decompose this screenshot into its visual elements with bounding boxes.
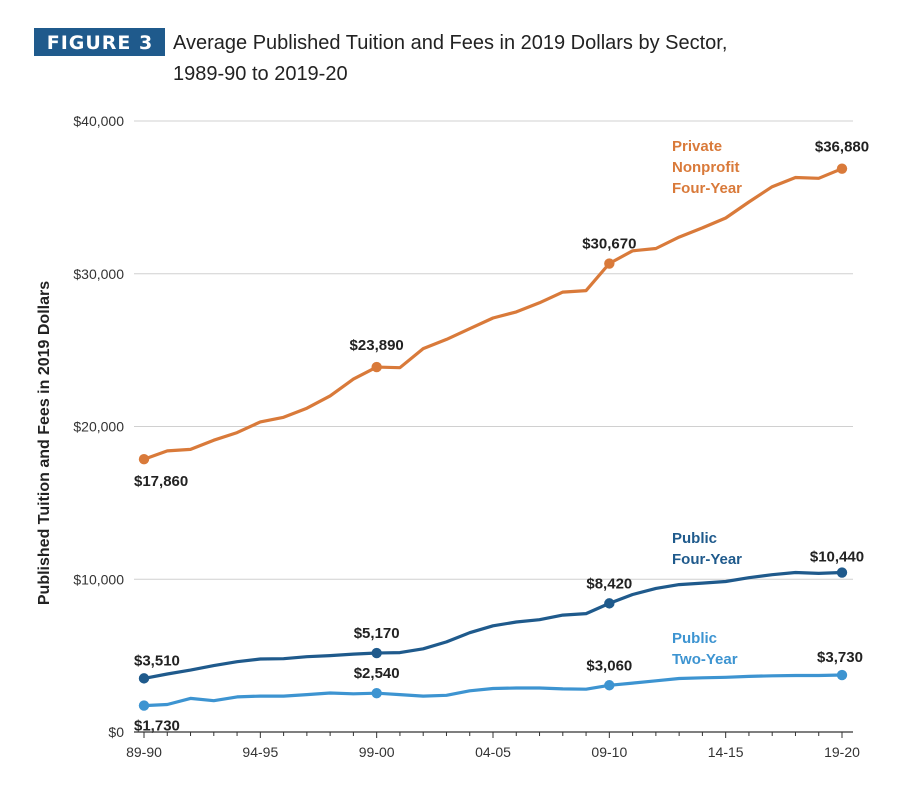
y-axis-title: Published Tuition and Fees in 2019 Dolla… — [36, 281, 53, 605]
x-tick-label: 94-95 — [242, 744, 278, 760]
series-name-label-2: Public Two-Year — [672, 630, 738, 668]
data-point-marker — [604, 680, 615, 691]
data-value-label: $17,860 — [134, 473, 188, 490]
x-tick-label: 09-10 — [591, 744, 627, 760]
data-value-label: $3,060 — [586, 657, 632, 674]
x-axis: 89-90 94-95 99-00 04-05 09-10 14-15 19-20 — [126, 731, 860, 760]
y-tick-label: $40,000 — [73, 113, 124, 129]
figure-header: FIGURE 3 Average Published Tuition and F… — [34, 28, 727, 85]
data-value-label: $3,510 — [134, 652, 180, 669]
figure-title-line-1: Average Published Tuition and Fees in 20… — [173, 32, 727, 54]
x-tick-label: 14-15 — [708, 744, 744, 760]
data-point-marker — [138, 453, 150, 465]
series-name-line: Private — [672, 138, 722, 155]
series-line-2 — [142, 673, 844, 708]
data-value-label: $5,170 — [354, 625, 400, 642]
data-value-label: $3,730 — [817, 649, 863, 666]
x-tick-label: 89-90 — [126, 744, 162, 760]
data-value-label: $1,730 — [134, 718, 180, 735]
figure-badge-label: FIGURE 3 — [47, 32, 154, 54]
data-labels: $17,860 $23,890 $30,670 $36,880 $3,510 $5,170… — [134, 138, 869, 735]
data-point-marker — [138, 673, 150, 684]
x-tick-label: 99-00 — [359, 744, 395, 760]
figure-title-line-2: 1989-90 to 2019-20 — [173, 63, 348, 85]
data-point-marker — [604, 258, 615, 269]
y-axis: $0 $10,000 $20,000 $30,000 $40,000 — [73, 113, 124, 740]
series-name-line: Two-Year — [672, 651, 738, 668]
series-line-1 — [142, 570, 844, 680]
data-point-marker — [836, 163, 848, 174]
grid-lines — [134, 120, 853, 580]
figure-badge — [34, 28, 165, 56]
data-value-label: $36,880 — [815, 139, 869, 156]
y-tick-label: $30,000 — [73, 266, 124, 282]
data-point-marker — [371, 647, 382, 659]
data-value-label: $30,670 — [582, 236, 636, 253]
data-point-marker — [604, 598, 615, 609]
data-value-label: $2,540 — [354, 665, 400, 682]
series-name-line: Public — [672, 530, 717, 547]
series-name-line: Four-Year — [672, 180, 742, 197]
series-name-line: Four-Year — [672, 551, 742, 568]
data-value-label: $8,420 — [586, 575, 632, 592]
series-name-label-1: Public Four-Year — [672, 530, 742, 568]
data-value-label: $23,890 — [350, 337, 404, 354]
data-value-label: $10,440 — [810, 549, 864, 566]
data-point-marker — [836, 669, 848, 681]
series-line-0 — [142, 167, 844, 461]
y-tick-label: $0 — [108, 724, 124, 740]
x-tick-label: 19-20 — [824, 744, 860, 760]
series-name-line: Nonprofit — [672, 159, 739, 176]
series-name-label-0: Private Nonprofit Four-Year — [672, 138, 742, 197]
series-name-line: Public — [672, 630, 717, 647]
series-lines — [138, 163, 848, 711]
y-tick-label: $10,000 — [73, 571, 124, 587]
y-tick-label: $20,000 — [73, 419, 124, 435]
data-point-marker — [138, 700, 150, 711]
data-point-marker — [836, 567, 848, 578]
data-point-marker — [371, 688, 382, 699]
x-tick-label: 04-05 — [475, 744, 511, 760]
data-point-marker — [371, 361, 382, 373]
